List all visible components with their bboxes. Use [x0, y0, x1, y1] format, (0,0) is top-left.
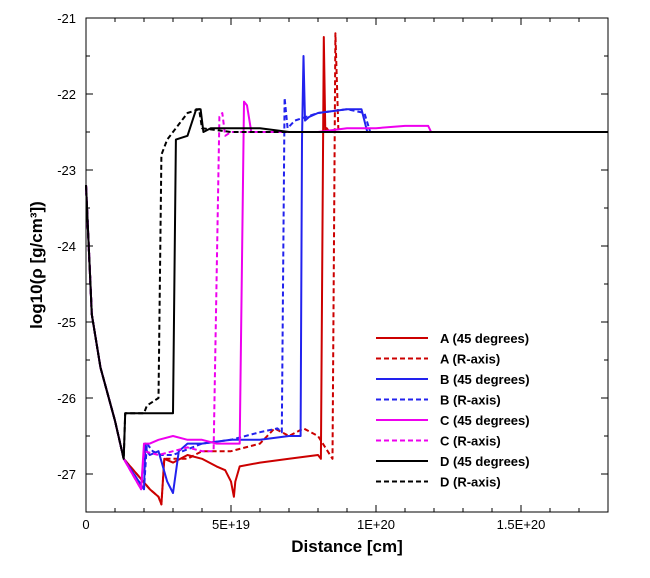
series-line-1: [85, 32, 608, 506]
series-layer: [85, 32, 608, 506]
x-tick-label: 0: [82, 517, 89, 532]
legend: A (45 degrees) A (R-axis) B (45 degrees) B …: [376, 331, 530, 490]
series-line-6: [85, 108, 608, 460]
series-line-3: [85, 96, 608, 491]
legend-label-0: A (45 degrees): [440, 331, 529, 346]
legend-label-6: D (45 degrees): [440, 454, 530, 469]
series-line-4: [85, 100, 608, 491]
legend-label-5: C (R-axis): [440, 434, 501, 449]
legend-label-1: A (R-axis): [440, 352, 500, 367]
x-tick-label: 5E+19: [212, 517, 250, 532]
y-tick-label: -23: [57, 163, 76, 178]
y-tick-label: -21: [57, 11, 76, 26]
legend-label-7: D (R-axis): [440, 475, 501, 490]
y-axis: -21 -22 -23 -24 -25 -26 -27: [57, 11, 608, 513]
x-tick-label: 1E+20: [357, 517, 395, 532]
y-tick-label: -24: [57, 239, 76, 254]
x-axis-title: Distance [cm]: [291, 537, 402, 556]
y-tick-label: -25: [57, 315, 76, 330]
x-axis: 0 5E+19 1E+20 1.5E+20: [82, 18, 609, 532]
series-line-7: [85, 108, 608, 460]
legend-label-3: B (R-axis): [440, 393, 501, 408]
series-line-2: [85, 55, 608, 494]
y-tick-label: -22: [57, 87, 76, 102]
y-tick-label: -27: [57, 467, 76, 482]
x-tick-label: 1.5E+20: [497, 517, 546, 532]
y-axis-title: log10(ρ [g/cm³]): [27, 201, 46, 329]
legend-label-4: C (45 degrees): [440, 413, 530, 428]
series-line-5: [85, 112, 608, 491]
legend-label-2: B (45 degrees): [440, 372, 530, 387]
y-tick-label: -26: [57, 391, 76, 406]
series-line-0: [85, 36, 608, 506]
